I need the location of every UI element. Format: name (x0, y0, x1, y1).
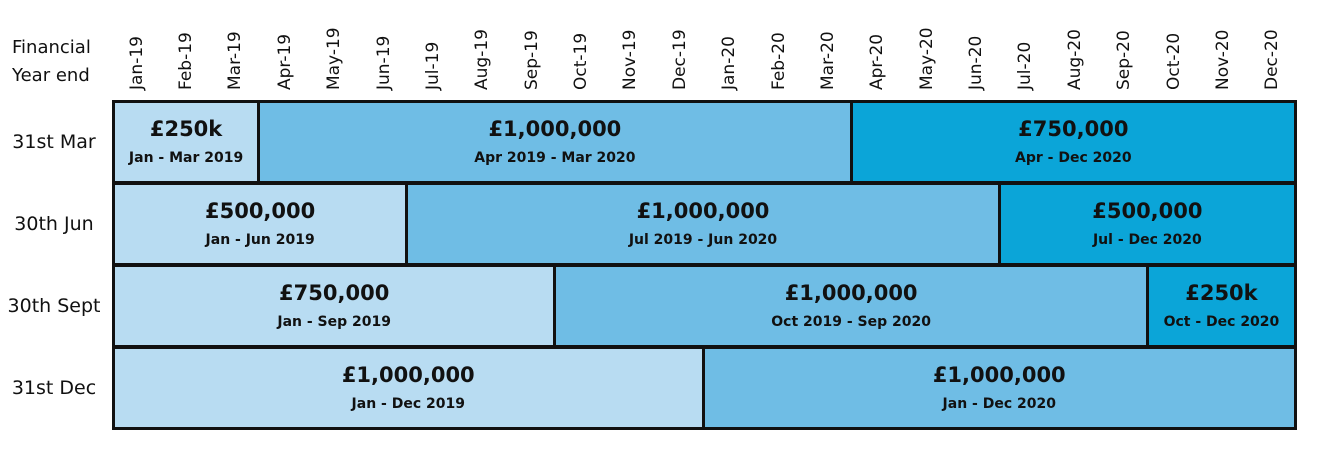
period-block: £500,000 Jan - Jun 2019 (112, 182, 409, 266)
period-range: Oct 2019 - Sep 2020 (771, 314, 931, 330)
month-label: Sep-19 (521, 30, 542, 90)
period-block: £1,000,000 Jan - Dec 2020 (701, 346, 1297, 430)
period-range: Jan - Dec 2019 (351, 396, 465, 412)
month-label: Feb-19 (176, 32, 197, 90)
month-label: May-20 (916, 27, 937, 90)
month-label: Dec-20 (1262, 29, 1283, 90)
period-block: £500,000 Jul - Dec 2020 (997, 182, 1297, 266)
period-block: £250k Oct - Dec 2020 (1145, 264, 1297, 348)
period-range: Jan - Mar 2019 (128, 150, 244, 166)
corner-label-line2: Year end (12, 65, 90, 86)
period-range: Oct - Dec 2020 (1163, 314, 1280, 330)
month-label: Oct-19 (571, 32, 592, 90)
period-range: Apr - Dec 2020 (1015, 150, 1132, 166)
month-label: Jun-20 (966, 35, 987, 90)
period-block: £250k Jan - Mar 2019 (112, 100, 261, 184)
period-block: £750,000 Apr - Dec 2020 (849, 100, 1297, 184)
period-range: Jan - Dec 2020 (942, 396, 1056, 412)
period-amount: £750,000 (279, 281, 390, 305)
period-amount: £250k (149, 117, 223, 141)
row-label: 30th Sept (7, 295, 101, 317)
month-label: Jul-19 (422, 41, 443, 90)
month-label: Mar-19 (225, 31, 246, 90)
month-label: Apr-20 (867, 33, 888, 90)
period-amount: £1,000,000 (488, 117, 622, 141)
period-range: Jan - Sep 2019 (277, 314, 391, 330)
month-label: Jul-20 (1015, 41, 1036, 90)
row-label: 31st Mar (12, 131, 96, 153)
month-label: Feb-20 (768, 32, 789, 90)
period-block: £1,000,000 Oct 2019 - Sep 2020 (553, 264, 1149, 348)
period-block: £1,000,000 Jan - Dec 2019 (112, 346, 705, 430)
period-amount: £250k (1185, 281, 1258, 305)
month-label: Aug-20 (1064, 29, 1085, 90)
period-block: £1,000,000 Jul 2019 - Jun 2020 (405, 182, 1001, 266)
month-label: Apr-19 (274, 33, 295, 90)
period-amount: £750,000 (1018, 117, 1129, 141)
period-amount: £500,000 (1092, 199, 1203, 223)
month-label: Jan-20 (719, 36, 740, 90)
month-label: Nov-20 (1212, 29, 1233, 91)
month-label: Jan-19 (126, 36, 147, 90)
month-label: Mar-20 (817, 31, 838, 90)
row-label: 31st Dec (11, 377, 97, 399)
month-label: Dec-19 (669, 29, 690, 90)
period-amount: £500,000 (204, 199, 316, 223)
month-label: Aug-19 (472, 29, 493, 90)
period-range: Jul - Dec 2020 (1092, 232, 1202, 248)
period-amount: £1,000,000 (932, 363, 1066, 387)
month-label: Jun-19 (373, 35, 394, 90)
period-range: Jan - Jun 2019 (205, 232, 315, 248)
month-label: Oct-20 (1163, 32, 1184, 90)
period-amount: £1,000,000 (784, 281, 918, 305)
period-amount: £1,000,000 (636, 199, 770, 223)
period-block: £750,000 Jan - Sep 2019 (112, 264, 557, 348)
period-range: Apr 2019 - Mar 2020 (474, 150, 636, 166)
month-label: Nov-19 (620, 29, 641, 91)
month-label: Sep-20 (1114, 30, 1135, 90)
period-block: £1,000,000 Apr 2019 - Mar 2020 (257, 100, 853, 184)
row-label: 30th Jun (14, 213, 94, 235)
period-range: Jul 2019 - Jun 2020 (628, 232, 778, 248)
period-amount: £1,000,000 (341, 363, 475, 387)
month-label: May-19 (324, 27, 345, 90)
corner-label-line1: Financial (12, 37, 91, 58)
financial-year-end-header: Financial Year end (12, 34, 108, 90)
